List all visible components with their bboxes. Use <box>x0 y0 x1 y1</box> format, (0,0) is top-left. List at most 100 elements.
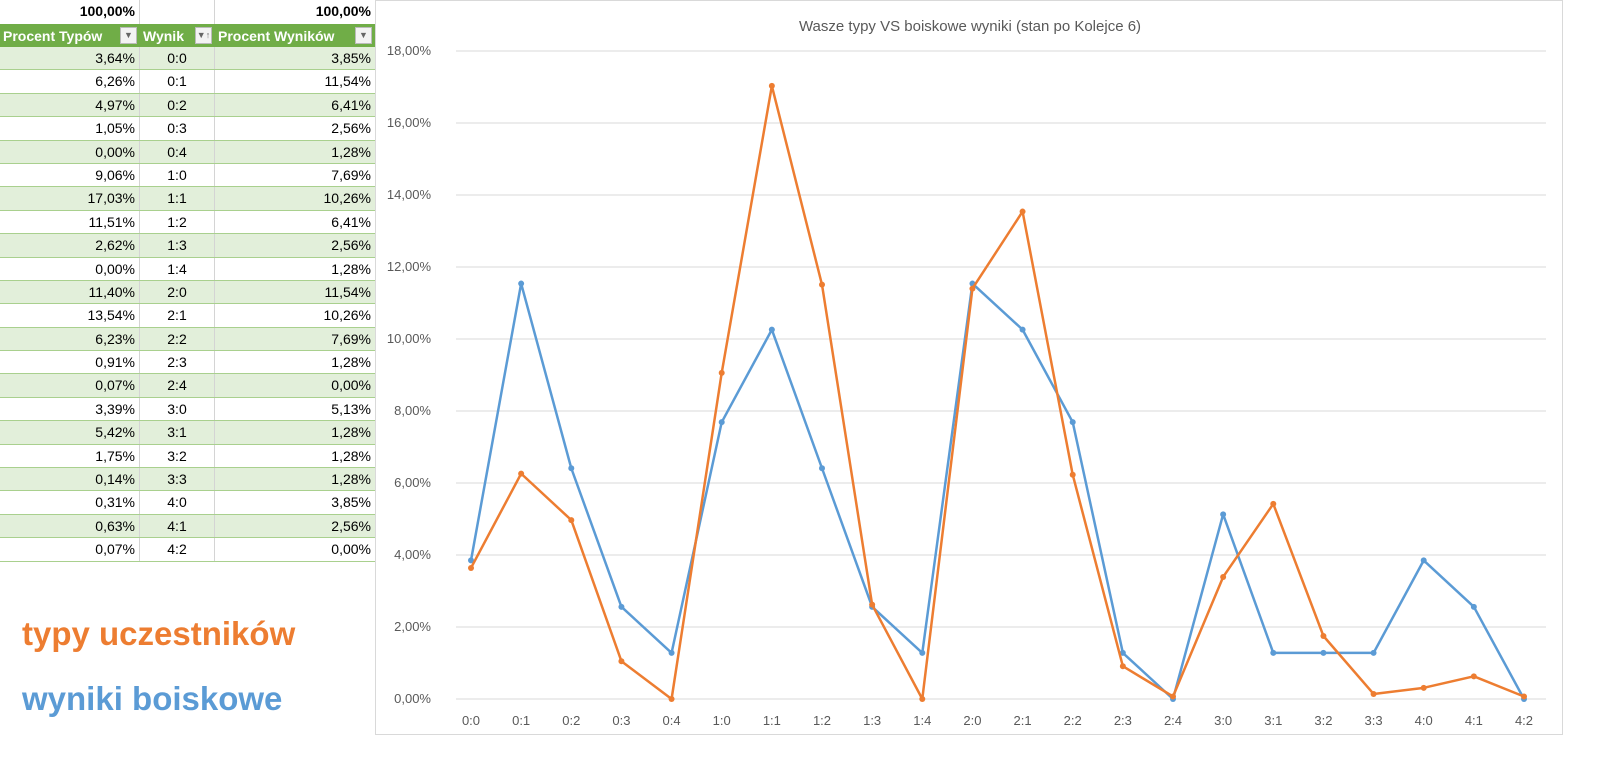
line-chart[interactable]: Wasze typy VS boiskowe wyniki (stan po K… <box>375 0 1563 735</box>
cell-wynik[interactable]: 4:2 <box>140 538 215 561</box>
cell-procent-wynikow[interactable]: 6,41% <box>331 96 371 113</box>
x-tick-label: 3:0 <box>1214 713 1232 728</box>
cell-procent-wynikow[interactable]: 1,28% <box>331 424 371 441</box>
cell-procent-wynikow[interactable]: 0,00% <box>331 377 371 394</box>
data-point-wyniki-boiskowe <box>568 465 575 472</box>
data-point-wyniki-boiskowe <box>518 280 525 287</box>
totals-row: 100,00% 100,00% <box>0 0 375 24</box>
cell-wynik[interactable]: 3:1 <box>140 421 215 444</box>
data-point-wyniki-boiskowe <box>1320 649 1327 656</box>
data-point-wyniki-boiskowe <box>1119 649 1126 656</box>
x-tick-label: 3:1 <box>1264 713 1282 728</box>
cell-procent-wynikow[interactable]: 1,28% <box>331 143 371 160</box>
y-tick-label: 4,00% <box>394 547 431 562</box>
cell-procent-typow[interactable]: 11,40% <box>0 280 140 304</box>
cell-wynik[interactable]: 4:1 <box>140 514 215 538</box>
cell-procent-typow[interactable]: 1,75% <box>0 444 140 468</box>
cell-procent-wynikow[interactable]: 2,56% <box>331 517 371 534</box>
cell-wynik[interactable]: 0:0 <box>140 47 215 70</box>
table-row: 13,54% 2:1 10,26% <box>0 304 375 328</box>
data-point-typy-uczestników <box>668 696 675 702</box>
cell-wynik[interactable]: 1:3 <box>140 234 215 257</box>
cell-procent-wynikow[interactable]: 5,13% <box>331 400 371 417</box>
data-point-wyniki-boiskowe <box>919 649 926 656</box>
cell-procent-wynikow[interactable]: 10,26% <box>323 307 371 324</box>
cell-procent-typow[interactable]: 0,63% <box>0 514 140 538</box>
cell-procent-wynikow[interactable]: 1,28% <box>331 471 371 488</box>
table-row: 0,31% 4:0 3,85% <box>0 491 375 515</box>
header-procent-typow[interactable]: Procent Typów ▼ <box>0 24 140 47</box>
table-row: 0,00% 1:4 1,28% <box>0 257 375 281</box>
cell-procent-wynikow[interactable]: 3,85% <box>331 494 371 511</box>
cell-wynik[interactable]: 2:4 <box>140 374 215 397</box>
cell-wynik[interactable]: 2:1 <box>140 304 215 327</box>
cell-wynik[interactable]: 3:3 <box>140 468 215 491</box>
cell-procent-wynikow[interactable]: 2,56% <box>331 120 371 137</box>
table-row: 17,03% 1:1 10,26% <box>0 187 375 211</box>
x-tick-label: 0:1 <box>512 713 530 728</box>
cell-wynik[interactable]: 2:2 <box>140 327 215 351</box>
cell-procent-wynikow[interactable]: 2,56% <box>331 237 371 254</box>
cell-procent-typow[interactable]: 3,39% <box>0 397 140 421</box>
cell-procent-typow[interactable]: 0,07% <box>0 374 140 397</box>
x-tick-label: 2:1 <box>1014 713 1032 728</box>
header-wynik[interactable]: Wynik ▼↑ <box>140 24 215 47</box>
y-tick-label: 12,00% <box>387 259 432 274</box>
cell-wynik[interactable]: 4:0 <box>140 491 215 514</box>
cell-procent-typow[interactable]: 5,42% <box>0 421 140 444</box>
cell-procent-wynikow[interactable]: 7,69% <box>331 166 371 183</box>
cell-procent-typow[interactable]: 13,54% <box>0 304 140 327</box>
cell-wynik[interactable]: 1:0 <box>140 163 215 187</box>
header-procent-wynikow[interactable]: Procent Wyników ▼ <box>215 24 375 47</box>
data-point-typy-uczestników <box>1521 693 1527 700</box>
cell-wynik[interactable]: 1:1 <box>140 187 215 210</box>
cell-procent-typow[interactable]: 17,03% <box>0 187 140 210</box>
cell-wynik[interactable]: 3:2 <box>140 444 215 468</box>
cell-wynik[interactable]: 3:0 <box>140 397 215 421</box>
cell-wynik[interactable]: 0:1 <box>140 70 215 93</box>
x-tick-label: 0:2 <box>562 713 580 728</box>
x-tick-label: 1:4 <box>913 713 931 728</box>
cell-procent-wynikow[interactable]: 7,69% <box>331 330 371 347</box>
cell-procent-typow[interactable]: 0,00% <box>0 140 140 163</box>
filter-dropdown-icon[interactable]: ▼ <box>355 27 372 44</box>
cell-procent-typow[interactable]: 0,00% <box>0 257 140 280</box>
data-point-typy-uczestników <box>618 658 625 665</box>
cell-wynik[interactable]: 2:0 <box>140 280 215 304</box>
cell-procent-wynikow[interactable]: 10,26% <box>323 190 371 207</box>
cell-procent-wynikow[interactable]: 3,85% <box>331 50 371 66</box>
cell-procent-typow[interactable]: 0,07% <box>0 538 140 561</box>
cell-procent-typow[interactable]: 0,14% <box>0 468 140 491</box>
data-point-typy-uczestników <box>869 601 876 608</box>
cell-wynik[interactable]: 1:4 <box>140 257 215 280</box>
cell-procent-typow[interactable]: 0,31% <box>0 491 140 514</box>
cell-procent-wynikow[interactable]: 11,54% <box>324 283 371 300</box>
cell-wynik[interactable]: 0:2 <box>140 93 215 117</box>
cell-wynik[interactable]: 1:2 <box>140 210 215 234</box>
data-point-typy-uczestników <box>1420 684 1427 691</box>
cell-procent-wynikow[interactable]: 1,28% <box>331 260 371 277</box>
cell-procent-typow[interactable]: 1,05% <box>0 117 140 140</box>
y-tick-label: 6,00% <box>394 475 431 490</box>
cell-wynik[interactable]: 0:3 <box>140 117 215 140</box>
cell-procent-typow[interactable]: 9,06% <box>0 163 140 187</box>
sort-filter-icon[interactable]: ▼↑ <box>195 27 212 44</box>
cell-wynik[interactable]: 0:4 <box>140 140 215 163</box>
cell-procent-wynikow[interactable]: 11,54% <box>324 73 371 90</box>
cell-procent-typow[interactable]: 11,51% <box>0 210 140 234</box>
cell-wynik[interactable]: 2:3 <box>140 351 215 374</box>
cell-procent-typow[interactable]: 4,97% <box>0 93 140 117</box>
table-row: 3,64% 0:0 3,85% <box>0 47 375 71</box>
cell-procent-wynikow[interactable]: 1,28% <box>331 447 371 464</box>
cell-procent-wynikow[interactable]: 0,00% <box>331 541 371 558</box>
filter-dropdown-icon[interactable]: ▼ <box>120 27 137 44</box>
cell-procent-wynikow[interactable]: 1,28% <box>331 354 371 371</box>
cell-procent-typow[interactable]: 0,91% <box>0 351 140 374</box>
cell-procent-typow[interactable]: 2,62% <box>0 234 140 257</box>
cell-procent-typow[interactable]: 6,26% <box>0 70 140 93</box>
cell-procent-typow[interactable]: 6,23% <box>0 327 140 351</box>
table-row: 0,07% 2:4 0,00% <box>0 374 375 398</box>
cell-procent-typow[interactable]: 3,64% <box>0 47 140 70</box>
table-row: 0,14% 3:3 1,28% <box>0 468 375 492</box>
cell-procent-wynikow[interactable]: 6,41% <box>331 213 371 230</box>
